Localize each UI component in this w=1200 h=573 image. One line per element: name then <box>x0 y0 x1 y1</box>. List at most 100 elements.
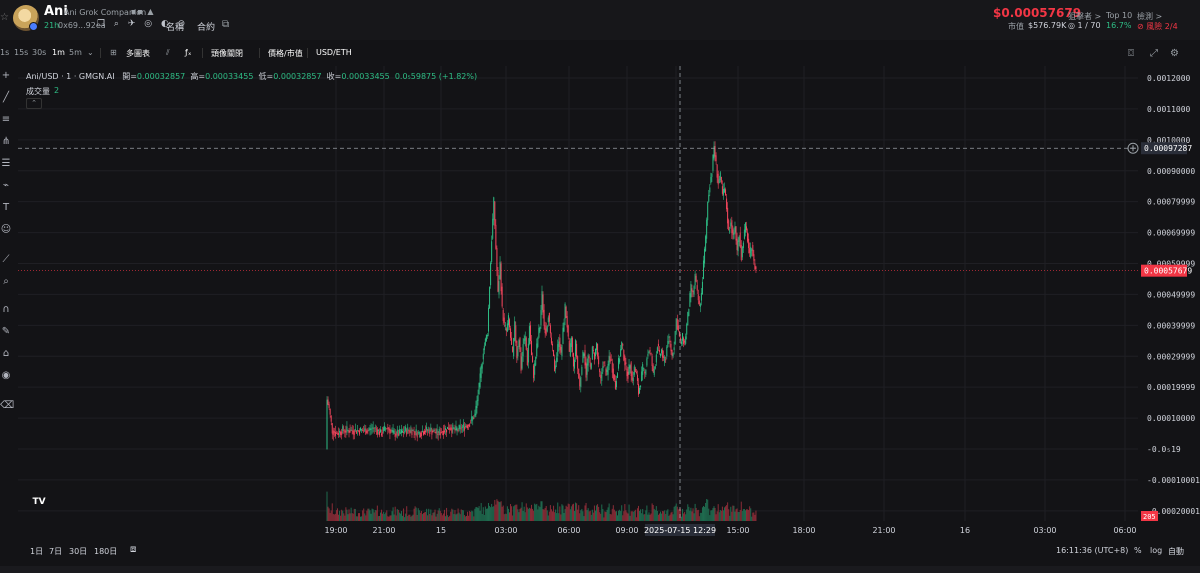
candle-body <box>438 429 440 434</box>
volume-bar <box>706 499 708 521</box>
volume-bar <box>407 516 409 521</box>
fib-tool-icon[interactable]: ☰ <box>1 158 11 169</box>
interval-30s[interactable]: 30s <box>32 48 47 57</box>
candle-body <box>531 340 533 355</box>
price-mcap-toggle[interactable]: 價格/市值 <box>268 49 303 58</box>
avatar-toggle-button[interactable]: 頭像關閉 <box>211 49 243 58</box>
currency-toggle[interactable]: USD/ETH <box>316 48 352 57</box>
token-address[interactable]: 0x69...92ea <box>58 21 106 30</box>
volume-bar <box>548 511 550 521</box>
add-chart-icon[interactable]: ⊞ <box>110 48 117 57</box>
candle-body <box>583 353 585 357</box>
candle-body <box>626 368 628 377</box>
auto-toggle[interactable]: 自動 <box>1168 547 1184 556</box>
candle-body <box>614 380 616 389</box>
candle-body <box>731 220 733 234</box>
crosshair-tool-icon[interactable]: + <box>1 70 11 81</box>
collapse-legend-chevron-icon[interactable]: ⌃ <box>26 98 42 109</box>
candle-body <box>571 337 573 352</box>
candle-body <box>548 312 550 322</box>
multi-chart-button[interactable]: 多圖表 <box>126 49 150 58</box>
volume-bar <box>343 513 345 521</box>
volume-bar <box>690 507 692 521</box>
fullscreen-icon[interactable]: ⤢ <box>1150 48 1158 59</box>
magnet-tool-icon[interactable]: ∩ <box>2 304 10 315</box>
pitchfork-tool-icon[interactable]: ⋔ <box>1 136 11 147</box>
volume-bar <box>545 506 547 521</box>
clock-time[interactable]: 16:11:36 (UTC+8) <box>1056 546 1129 555</box>
candle-body <box>755 266 757 270</box>
candle-body <box>729 229 731 233</box>
candle-body <box>663 356 665 358</box>
candle-body <box>733 232 735 239</box>
settings-icon[interactable]: ⚙ <box>1170 48 1179 59</box>
interval-15s[interactable]: 15s <box>14 48 29 57</box>
snipers-label[interactable]: 狙擊者 > <box>1068 12 1102 21</box>
lock-drawings-pencil-icon[interactable]: ✎ <box>1 326 11 337</box>
candle-type-icon[interactable]: ⫽ <box>166 48 170 57</box>
camera-icon[interactable]: ⌼ <box>1128 48 1134 59</box>
horizontal-lines-tool-icon[interactable]: ≡ <box>1 114 11 125</box>
volume-bar <box>631 511 633 521</box>
log-toggle[interactable]: log <box>1150 546 1163 555</box>
volume-bar <box>409 514 411 521</box>
candle-body <box>404 431 406 433</box>
volume-bar <box>549 505 551 521</box>
search-name-button[interactable]: 名稱 <box>166 23 185 33</box>
candle-body <box>551 343 553 346</box>
external-link-icon[interactable]: ⧉ <box>222 19 230 30</box>
check-label[interactable]: 檢測 > <box>1137 12 1163 21</box>
favorite-star-icon[interactable]: ☆ <box>0 12 9 23</box>
percent-toggle[interactable]: % <box>1134 546 1142 555</box>
candle-body <box>419 433 421 438</box>
volume-bar <box>375 510 377 521</box>
volume-bar <box>361 516 363 521</box>
range-7d[interactable]: 7日 <box>49 547 63 556</box>
social-icons[interactable]: ❐ ⌕ ✈ ◎ ◐ ⊙ <box>97 19 189 29</box>
date-range-calendar-icon[interactable]: ⧈ <box>130 544 137 555</box>
ruler-tool-icon[interactable]: ⟋ <box>2 254 10 265</box>
trend-line-tool-icon[interactable]: ╱ <box>2 92 10 103</box>
market-cap-label: 市值 <box>1008 22 1024 31</box>
range-30d[interactable]: 30日 <box>69 547 88 556</box>
range-180d[interactable]: 180日 <box>94 547 118 556</box>
pattern-tool-icon[interactable]: ⌁ <box>2 180 10 191</box>
price-chart[interactable]: 0.0012000 0.0011000 0.0010000 0.00090000 0.0… <box>0 0 1200 540</box>
candle-body <box>407 427 409 431</box>
candle-body <box>480 365 482 378</box>
emoji-tool-icon[interactable]: ☺ <box>0 224 12 235</box>
volume-bar <box>615 511 617 521</box>
volume-bar <box>553 505 555 521</box>
candle-body <box>716 164 718 178</box>
volume-bar <box>372 509 374 521</box>
candle-body <box>640 385 642 388</box>
candle-body <box>678 331 680 337</box>
volume-bar <box>597 504 599 521</box>
interval-1m[interactable]: 1m <box>52 48 65 57</box>
volume-bar <box>338 514 340 521</box>
volume-bar <box>341 509 343 521</box>
volume-bar <box>524 512 526 521</box>
candle-body <box>362 430 364 432</box>
volume-bar <box>643 514 645 521</box>
candle-body <box>469 424 471 427</box>
visibility-icon[interactable]: ◉ <box>1 370 11 381</box>
candle-body <box>634 368 636 372</box>
volume-bar <box>357 513 359 521</box>
trash-icon[interactable]: ⌫ <box>0 400 15 411</box>
interval-more-chevron-icon[interactable]: ⌄ <box>87 48 94 57</box>
interval-1s[interactable]: 1s <box>0 48 10 57</box>
zoom-tool-icon[interactable]: ⌕ <box>3 276 9 287</box>
volume-bar <box>547 515 549 521</box>
lock-icon[interactable]: ⌂ <box>2 348 10 359</box>
text-tool-icon[interactable]: T <box>2 202 10 213</box>
range-1d[interactable]: 1日 <box>30 547 44 556</box>
interval-5m[interactable]: 5m <box>69 48 82 57</box>
indicators-fx-button[interactable]: ƒₓ <box>185 48 192 57</box>
volume-bar <box>350 507 352 521</box>
candle-body <box>388 428 390 431</box>
tradingview-logo-icon[interactable]: TV <box>32 497 46 507</box>
volume-bar <box>565 505 567 521</box>
search-contract-button[interactable]: 合約 <box>197 23 216 33</box>
volume-bar <box>383 511 385 521</box>
